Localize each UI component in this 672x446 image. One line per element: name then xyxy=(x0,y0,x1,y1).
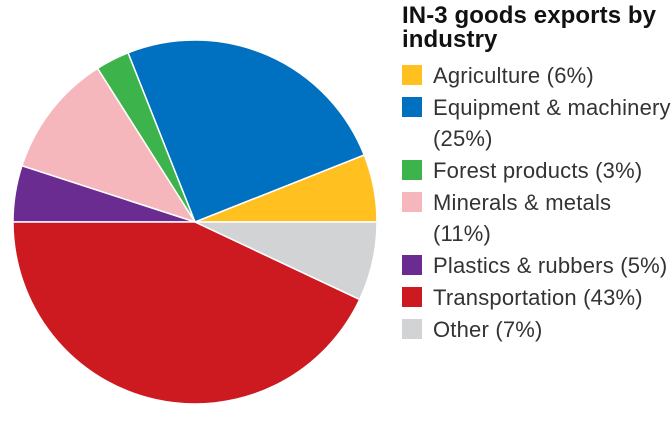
pie-chart xyxy=(12,39,378,405)
chart-title: IN-3 goods exports by industry xyxy=(402,2,657,53)
pie-slice-equipment-machinery xyxy=(127,39,366,223)
legend-item-other: Other (7%) xyxy=(402,314,672,345)
legend: IN-3 goods exports by industry Agricultu… xyxy=(402,4,672,346)
legend-label: Plastics & rubbers (5%) xyxy=(433,253,668,278)
legend-swatch xyxy=(402,97,422,117)
legend-label: Minerals & metals (11%) xyxy=(433,190,612,246)
legend-swatch xyxy=(402,65,422,85)
legend-label: Equipment & machinery (25%) xyxy=(433,95,671,151)
legend-item-agriculture: Agriculture (6%) xyxy=(402,60,672,91)
legend-swatch xyxy=(402,160,422,180)
legend-item-minerals-metals: Minerals & metals (11%) xyxy=(402,187,672,249)
legend-items: Agriculture (6%) Equipment & machinery (2… xyxy=(402,60,672,345)
legend-item-plastics-rubbers: Plastics & rubbers (5%) xyxy=(402,250,672,281)
legend-item-forest-products: Forest products (3%) xyxy=(402,155,672,186)
legend-swatch xyxy=(402,192,422,212)
pie-slice-transportation xyxy=(12,221,361,405)
legend-swatch xyxy=(402,319,422,339)
pie-slice-minerals-metals xyxy=(20,67,197,224)
legend-swatch xyxy=(402,255,422,275)
legend-label: Other (7%) xyxy=(433,317,543,342)
legend-label: Agriculture (6%) xyxy=(433,63,594,88)
legend-label: Forest products (3%) xyxy=(433,158,643,183)
legend-label: Transportation (43%) xyxy=(433,285,643,310)
legend-item-equipment-machinery: Equipment & machinery (25%) xyxy=(402,92,672,154)
legend-item-transportation: Transportation (43%) xyxy=(402,282,672,313)
pie-slice-other xyxy=(194,221,378,301)
legend-swatch xyxy=(402,287,422,307)
